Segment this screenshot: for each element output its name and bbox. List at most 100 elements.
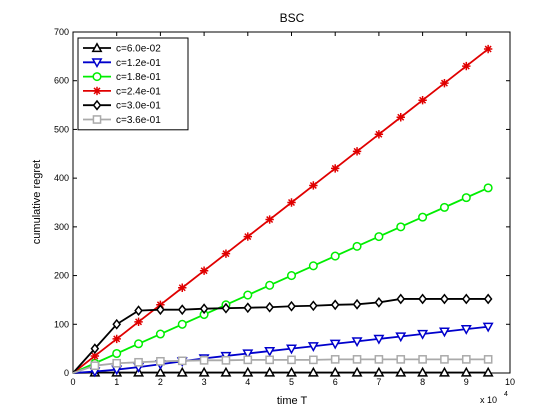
legend-label: c=3.6e-01	[116, 115, 161, 126]
legend-entry: c=1.2e-01	[83, 58, 161, 69]
y-tick-label: 500	[54, 124, 69, 134]
data-point	[199, 303, 209, 315]
data-point	[90, 343, 100, 355]
series-1	[72, 366, 494, 377]
data-point	[177, 356, 187, 366]
legend-label: c=6.0e-02	[116, 44, 161, 55]
data-point	[264, 346, 276, 357]
data-point	[352, 241, 362, 251]
legend-marker	[92, 86, 102, 96]
data-point	[461, 355, 471, 364]
data-point	[395, 366, 407, 377]
data-point	[265, 301, 274, 313]
legend-marker	[91, 42, 103, 53]
data-point	[243, 290, 253, 300]
data-point	[482, 322, 494, 333]
data-point	[418, 96, 427, 105]
data-point	[351, 337, 363, 348]
data-point	[373, 334, 385, 345]
data-point	[374, 355, 384, 364]
data-point	[483, 293, 493, 305]
data-point	[309, 181, 318, 190]
x-axis-ticks: 0 1 2 3 4 5 6 7 8 9 10	[70, 32, 515, 387]
data-point	[243, 232, 252, 241]
data-point	[483, 183, 493, 193]
data-point	[373, 366, 385, 377]
legend-label: c=3.0e-01	[116, 101, 161, 112]
data-point	[199, 266, 209, 275]
x-axis-label: time T	[277, 395, 308, 407]
data-point	[330, 355, 340, 364]
data-point	[286, 344, 297, 355]
series-5	[72, 293, 493, 374]
data-point	[177, 304, 187, 316]
legend-entry: c=3.6e-01	[83, 115, 161, 126]
data-point	[308, 261, 318, 271]
data-point	[156, 356, 165, 366]
data-point	[243, 355, 253, 365]
data-point	[307, 342, 319, 352]
data-point	[396, 113, 405, 122]
data-point	[396, 222, 406, 232]
data-point	[438, 366, 450, 377]
data-point	[329, 339, 341, 350]
x-tick-label: 10	[505, 377, 515, 387]
data-point	[460, 325, 472, 335]
data-point	[264, 366, 276, 377]
data-point	[483, 44, 493, 54]
y-axis-ticks: 0 100 200 300 400 500 600 700	[54, 27, 510, 378]
series-line	[72, 325, 489, 374]
data-point	[309, 300, 318, 312]
legend-marker	[92, 99, 102, 111]
data-point	[221, 302, 231, 314]
data-point	[112, 348, 122, 359]
x-tick-label: 1	[114, 377, 119, 387]
data-point	[331, 164, 340, 173]
data-point	[482, 366, 494, 377]
y-tick-label: 600	[54, 76, 69, 86]
legend: c=6.0e-02 c=1.2e-01 c=1.8e-01 c=2.4e-01 c=3.…	[77, 37, 189, 131]
data-point	[395, 332, 407, 343]
legend-label: c=1.8e-01	[116, 72, 161, 83]
x-tick-label: 5	[289, 377, 294, 387]
data-point	[243, 302, 253, 314]
data-point	[134, 357, 143, 367]
data-point	[461, 193, 471, 203]
chart-title: BSC	[280, 11, 305, 25]
data-point	[438, 327, 450, 338]
data-point	[286, 366, 297, 377]
data-point	[221, 356, 231, 365]
legend-marker	[91, 58, 103, 69]
x-tick-label: 4	[245, 377, 250, 387]
data-point	[134, 339, 144, 349]
legend-entry: c=1.8e-01	[83, 72, 161, 83]
data-point	[112, 318, 122, 330]
data-point	[242, 366, 254, 377]
y-axis-label: cumulative regret	[31, 160, 43, 244]
y-tick-label: 400	[54, 173, 69, 183]
legend-marker	[92, 72, 102, 82]
data-point	[418, 212, 428, 222]
data-point	[396, 355, 406, 364]
data-point	[134, 305, 143, 317]
data-point	[221, 249, 231, 258]
series-line	[72, 48, 489, 374]
x-tick-label: 6	[333, 377, 338, 387]
data-point	[112, 358, 122, 368]
y-tick-label: 100	[54, 319, 69, 329]
data-point	[352, 298, 362, 310]
data-point	[265, 355, 274, 365]
x-tick-label: 2	[158, 377, 163, 387]
data-point	[265, 215, 274, 224]
data-point	[134, 317, 143, 327]
data-point	[307, 366, 319, 377]
data-point	[440, 355, 449, 364]
data-point	[309, 355, 318, 365]
x-tick-label: 8	[420, 377, 425, 387]
x-tick-label: 0	[70, 377, 75, 387]
data-point	[396, 293, 406, 305]
x-tick-label: 7	[376, 377, 381, 387]
data-point	[440, 293, 449, 305]
legend-entry: c=2.4e-01	[83, 86, 161, 97]
data-point	[198, 366, 210, 377]
